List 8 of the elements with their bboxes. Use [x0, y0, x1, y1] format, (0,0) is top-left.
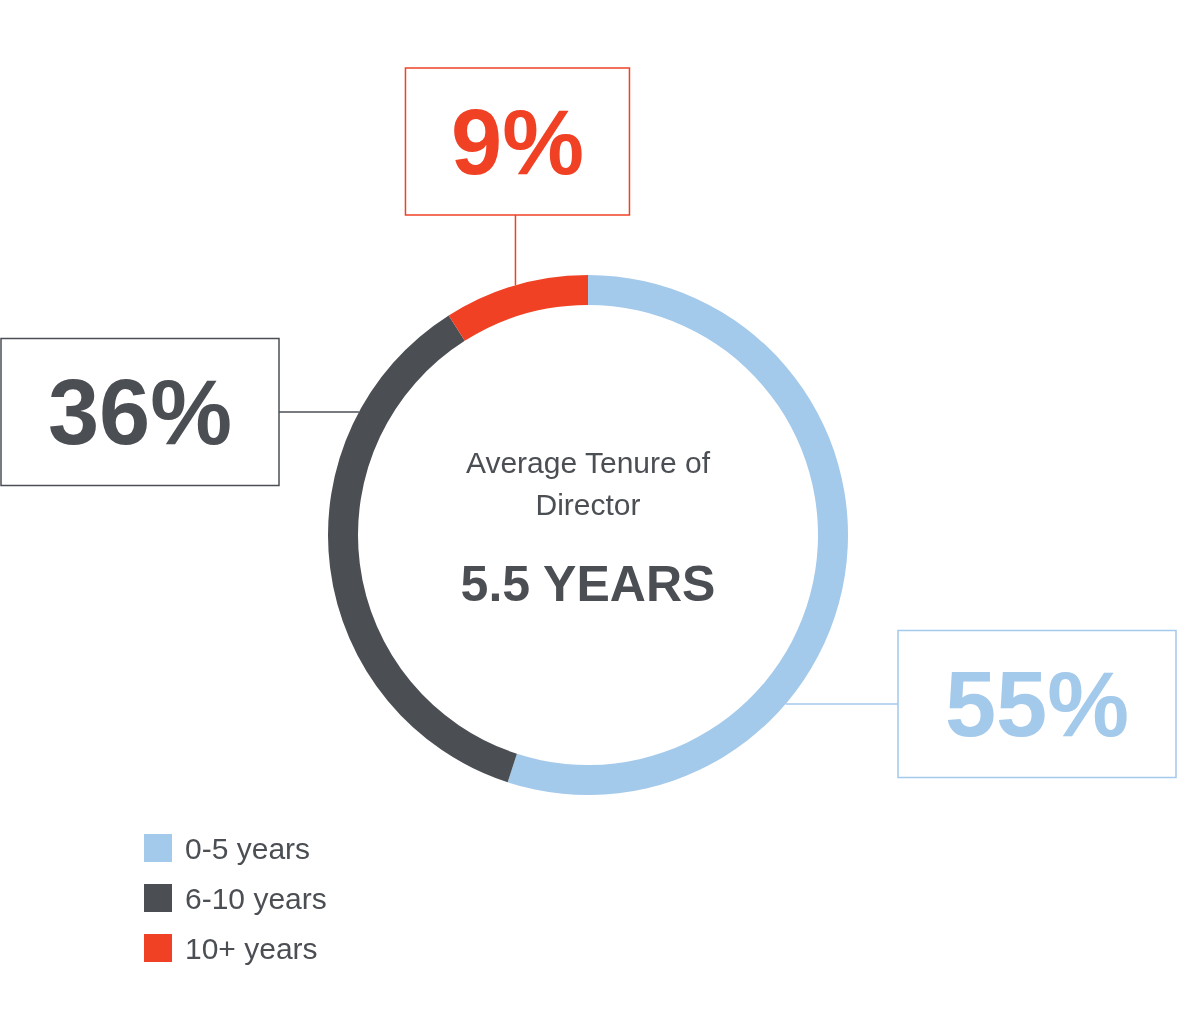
data-label: 9%: [450, 90, 584, 193]
text: 5.5 YEARS: [460, 556, 716, 612]
legend-label: 10+ years: [185, 931, 318, 965]
legend-label: 6-10 years: [185, 881, 327, 915]
data-label: 55%: [944, 653, 1130, 756]
legend-label: 0-5 years: [185, 831, 311, 865]
data-label: 36%: [47, 361, 233, 464]
text: Average Tenure of Director: [465, 446, 711, 521]
